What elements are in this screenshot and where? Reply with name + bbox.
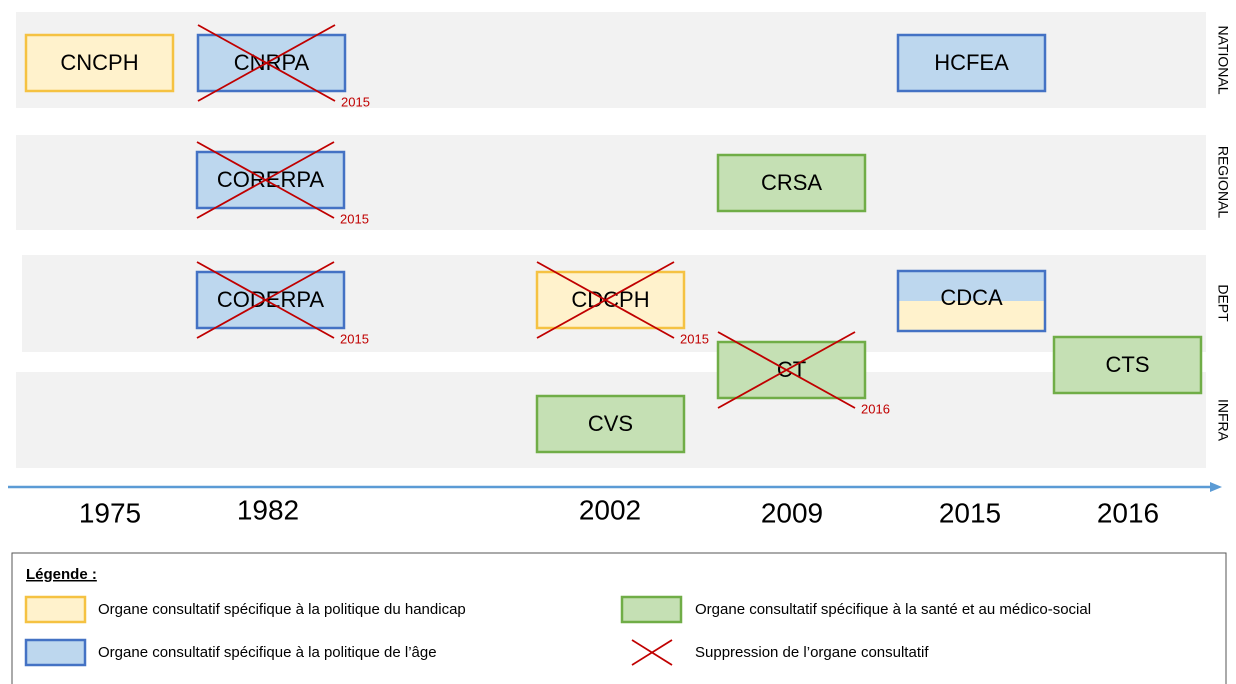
legend-label: Organe consultatif spécifique à la santé…: [695, 601, 1091, 618]
legend-label: Organe consultatif spécifique à la polit…: [98, 601, 466, 618]
node-border: [195, 270, 346, 330]
legend-swatch: [24, 638, 87, 667]
node-label: CODERPA: [217, 287, 324, 312]
cross: [717, 331, 856, 409]
legend-label: Organe consultatif spécifique à la polit…: [98, 644, 437, 661]
year: 2016: [1097, 497, 1159, 528]
row-label: REGIONAL: [1215, 146, 1231, 219]
year: 2015: [939, 497, 1001, 528]
timeline-arrow: [1210, 482, 1222, 492]
node-label: CORERPA: [217, 167, 324, 192]
node-border: [535, 270, 686, 330]
node-border: [24, 33, 175, 93]
legend-swatch: [620, 595, 683, 624]
node-border: [716, 153, 867, 213]
node-label: CDCPH: [571, 287, 649, 312]
node-border: [196, 33, 347, 93]
node-box: [198, 35, 345, 91]
node-label: HCFEA: [934, 50, 1009, 75]
row-label: INFRA: [1215, 399, 1231, 442]
node-border: [716, 340, 867, 400]
legend-title: Légende :: [26, 566, 97, 583]
node-label: CDCA: [940, 285, 1003, 310]
removal-year: 2016: [861, 401, 890, 416]
cross: [196, 141, 335, 219]
node-label: CVS: [588, 411, 633, 436]
node-label: CNRPA: [234, 50, 310, 75]
node-border: [535, 394, 686, 454]
removal-year: 2015: [340, 331, 369, 346]
node-box-lower: [898, 301, 1045, 331]
year: 2002: [579, 494, 641, 525]
row-band: [16, 135, 1206, 230]
node-border: [195, 150, 346, 210]
legend-box: [11, 552, 1227, 684]
legend-cross: [631, 639, 673, 666]
cross: [196, 261, 335, 339]
year: 1982: [237, 494, 299, 525]
year: 2009: [761, 497, 823, 528]
node-box: [197, 152, 344, 208]
year: 1975: [79, 497, 141, 528]
row-label: DEPT: [1215, 284, 1231, 322]
node-label: CTS: [1106, 352, 1150, 377]
node-label: CRSA: [761, 170, 822, 195]
row-label: NATIONAL: [1215, 26, 1231, 95]
node-border: [896, 269, 1047, 333]
removal-year: 2015: [340, 211, 369, 226]
node-box: [537, 272, 684, 328]
node-box: [718, 342, 865, 398]
removal-year: 2015: [341, 94, 370, 109]
node-box: [898, 35, 1045, 91]
node-border: [1052, 335, 1203, 395]
cross: [536, 261, 675, 339]
node-box: [537, 396, 684, 452]
cross: [197, 24, 336, 102]
node-box: [197, 272, 344, 328]
removal-year: 2015: [680, 331, 709, 346]
node-box: [1054, 337, 1201, 393]
node-label: CNCPH: [60, 50, 138, 75]
node-box: [718, 155, 865, 211]
legend-label: Suppression de l’organe consultatif: [695, 644, 929, 661]
node-border: [896, 33, 1047, 93]
legend-swatch: [24, 595, 87, 624]
node-box: [26, 35, 173, 91]
